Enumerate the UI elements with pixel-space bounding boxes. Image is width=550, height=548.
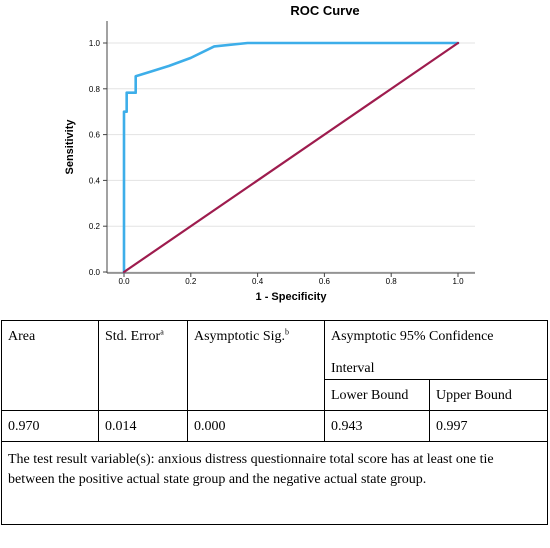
header-std-error-sup: a bbox=[160, 327, 164, 337]
y-axis-ticks: 0.0 0.2 0.4 0.6 0.8 1.0 bbox=[89, 39, 107, 277]
y-axis-title: Sensitivity bbox=[64, 119, 76, 175]
header-upper-bound: Upper Bound bbox=[429, 379, 548, 411]
y-tick-label-4: 0.8 bbox=[89, 85, 101, 94]
y-tick-label-5: 1.0 bbox=[89, 39, 101, 48]
x-tick-label-4: 0.8 bbox=[386, 277, 398, 286]
y-tick-label-1: 0.2 bbox=[89, 222, 101, 231]
y-tick-label-2: 0.4 bbox=[89, 176, 101, 185]
y-tick-label-3: 0.6 bbox=[89, 131, 101, 140]
table-footnote: The test result variable(s): anxious dis… bbox=[1, 441, 548, 525]
header-asymptotic-sig-sup: b bbox=[285, 327, 290, 337]
x-axis-ticks: 0.0 0.2 0.4 0.6 0.8 1.0 bbox=[118, 273, 464, 286]
reference-diagonal-line bbox=[122, 41, 460, 274]
x-axis-title: 1 - Specificity bbox=[256, 291, 328, 303]
header-lower-bound: Lower Bound bbox=[324, 379, 430, 411]
x-tick-label-5: 1.0 bbox=[452, 277, 464, 286]
header-ci-line2: Interval bbox=[331, 361, 375, 376]
table-row: 0.970 0.014 0.000 0.943 0.997 bbox=[1, 410, 548, 442]
x-tick-label-1: 0.2 bbox=[185, 277, 197, 286]
y-tick-label-0: 0.0 bbox=[89, 268, 101, 277]
header-confidence-interval: Asymptotic 95% Confidence Interval bbox=[324, 320, 548, 380]
x-tick-label-2: 0.4 bbox=[252, 277, 264, 286]
roc-statistics-table: Area Std. Errora Asymptotic Sig.b Asympt… bbox=[1, 320, 548, 525]
header-asymptotic-sig-label: Asymptotic Sig. bbox=[194, 329, 286, 344]
series-group bbox=[122, 41, 460, 274]
header-std-error-label: Std. Error bbox=[105, 329, 161, 344]
header-asymptotic-sig: Asymptotic Sig.b bbox=[187, 320, 325, 411]
header-area: Area bbox=[1, 320, 99, 411]
header-ci-line1: Asymptotic 95% Confidence bbox=[331, 329, 494, 344]
roc-chart: ROC Curve 0.0 0.2 0.4 0.6 0.8 1.0 0.00.20.40.… bbox=[64, 3, 475, 303]
cell-upper-bound: 0.997 bbox=[429, 410, 548, 442]
header-std-error: Std. Errora bbox=[98, 320, 188, 411]
table-footnote-row: The test result variable(s): anxious dis… bbox=[1, 441, 548, 525]
roc-curve-line bbox=[122, 41, 460, 274]
header-area-label: Area bbox=[8, 329, 36, 344]
cell-std-error: 0.014 bbox=[98, 410, 188, 442]
x-tick-label-0: 0.0 bbox=[118, 277, 130, 286]
cell-asymptotic-sig: 0.000 bbox=[187, 410, 325, 442]
cell-lower-bound: 0.943 bbox=[324, 410, 430, 442]
chart-title: ROC Curve bbox=[290, 3, 359, 18]
cell-area: 0.970 bbox=[1, 410, 99, 442]
table-header-row: Area Std. Errora Asymptotic Sig.b Asympt… bbox=[1, 320, 548, 411]
x-tick-label-3: 0.6 bbox=[319, 277, 331, 286]
plot-frame bbox=[106, 21, 475, 274]
